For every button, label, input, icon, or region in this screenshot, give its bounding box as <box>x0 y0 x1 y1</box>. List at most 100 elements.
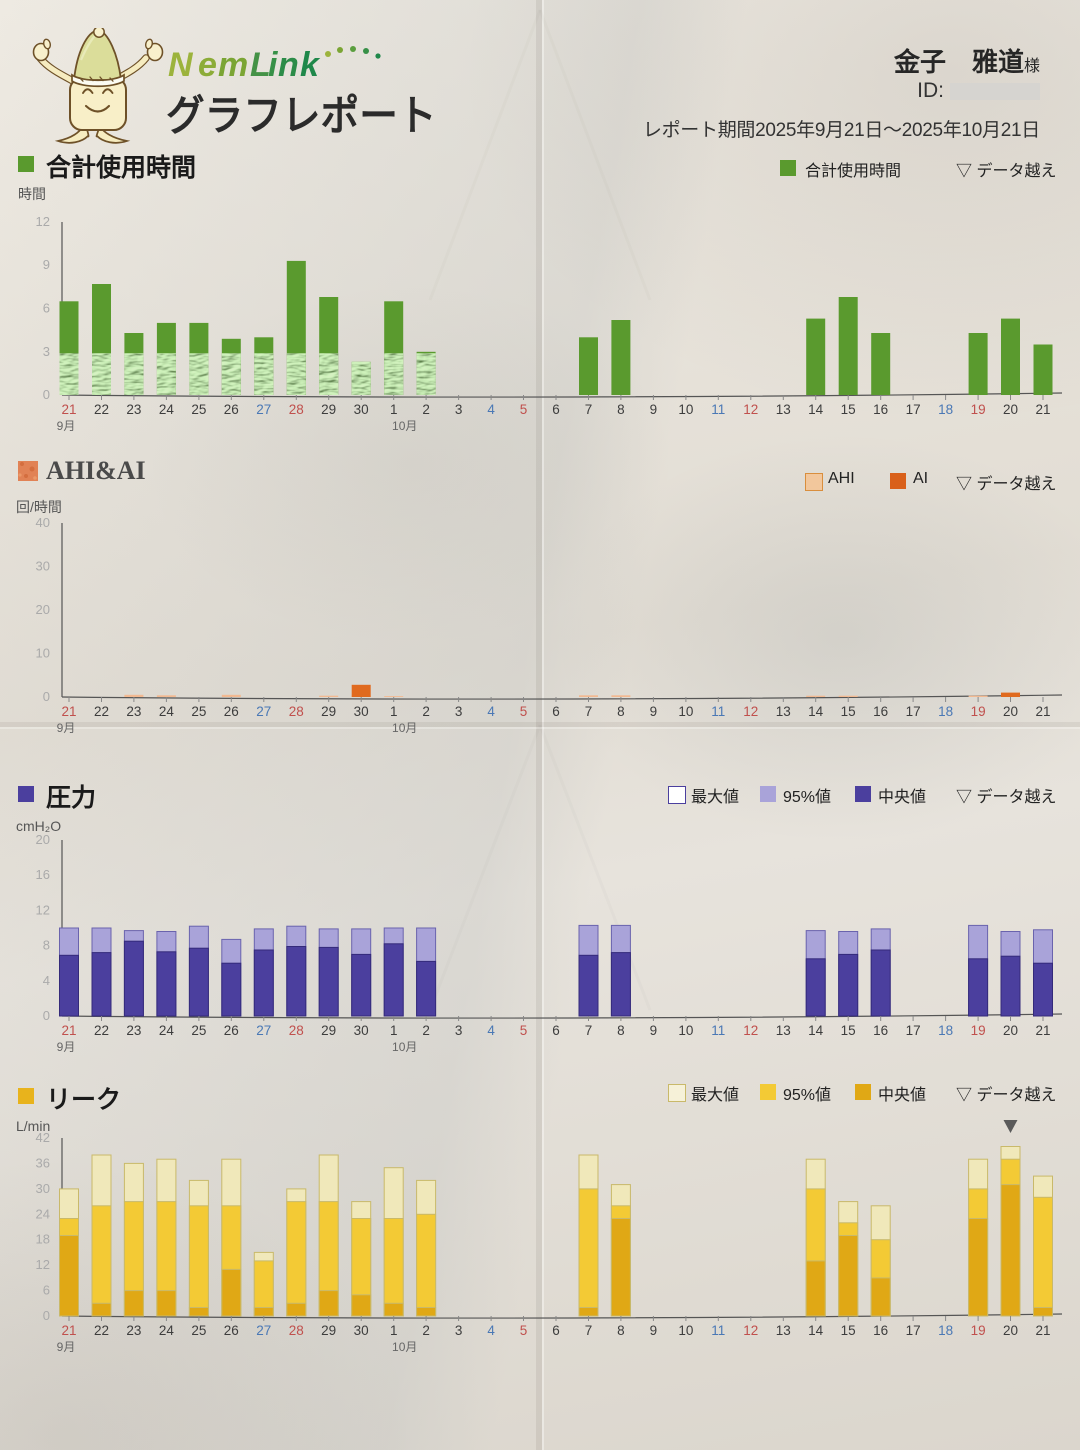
svg-text:30: 30 <box>354 1023 369 1038</box>
svg-text:16: 16 <box>873 1023 888 1038</box>
svg-text:17: 17 <box>906 704 921 719</box>
svg-text:22: 22 <box>94 402 109 417</box>
svg-text:29: 29 <box>321 704 336 719</box>
svg-text:24: 24 <box>159 1323 175 1338</box>
svg-text:11: 11 <box>711 1023 725 1038</box>
svg-text:8: 8 <box>617 1323 625 1338</box>
svg-text:14: 14 <box>808 402 824 417</box>
svg-text:20: 20 <box>1003 1323 1018 1338</box>
svg-text:15: 15 <box>841 1323 856 1338</box>
svg-text:19: 19 <box>971 402 986 417</box>
svg-text:26: 26 <box>224 1323 239 1338</box>
svg-text:10: 10 <box>678 704 693 719</box>
svg-text:1: 1 <box>390 704 398 719</box>
svg-text:9: 9 <box>650 1323 658 1338</box>
svg-text:21: 21 <box>1035 1023 1050 1038</box>
svg-text:1: 1 <box>390 1023 398 1038</box>
svg-text:22: 22 <box>94 704 109 719</box>
svg-text:13: 13 <box>776 704 791 719</box>
svg-text:12: 12 <box>743 704 758 719</box>
svg-text:7: 7 <box>585 1023 593 1038</box>
svg-text:4: 4 <box>487 704 495 719</box>
svg-text:15: 15 <box>841 704 856 719</box>
svg-text:22: 22 <box>94 1323 109 1338</box>
svg-text:27: 27 <box>256 402 271 417</box>
svg-text:19: 19 <box>971 704 986 719</box>
svg-text:12: 12 <box>743 402 758 417</box>
svg-text:3: 3 <box>455 1323 463 1338</box>
svg-text:6: 6 <box>552 1323 560 1338</box>
svg-text:10月: 10月 <box>392 419 417 433</box>
svg-text:28: 28 <box>289 402 304 417</box>
svg-text:23: 23 <box>126 402 141 417</box>
svg-text:5: 5 <box>520 1323 528 1338</box>
svg-text:18: 18 <box>36 1232 50 1247</box>
svg-text:10: 10 <box>678 1023 693 1038</box>
svg-text:19: 19 <box>971 1023 986 1038</box>
svg-text:27: 27 <box>256 704 271 719</box>
svg-text:21: 21 <box>1035 402 1050 417</box>
svg-text:9月: 9月 <box>57 1340 76 1354</box>
svg-text:9: 9 <box>650 402 658 417</box>
svg-text:12: 12 <box>36 1257 50 1272</box>
svg-text:30: 30 <box>36 1181 50 1196</box>
svg-text:n: n <box>278 46 299 84</box>
svg-text:9月: 9月 <box>57 419 76 433</box>
svg-text:23: 23 <box>126 1023 141 1038</box>
svg-text:3: 3 <box>43 344 50 359</box>
svg-text:6: 6 <box>552 1023 560 1038</box>
svg-text:14: 14 <box>808 704 824 719</box>
svg-text:3: 3 <box>455 1023 463 1038</box>
svg-text:11: 11 <box>711 704 725 719</box>
svg-text:10: 10 <box>678 1323 693 1338</box>
svg-text:13: 13 <box>776 1023 791 1038</box>
svg-text:16: 16 <box>36 867 50 882</box>
svg-text:29: 29 <box>321 402 336 417</box>
svg-text:24: 24 <box>159 1023 175 1038</box>
svg-text:26: 26 <box>224 1023 239 1038</box>
svg-text:17: 17 <box>906 402 921 417</box>
svg-text:13: 13 <box>776 402 791 417</box>
svg-text:6: 6 <box>43 1283 50 1298</box>
svg-text:24: 24 <box>159 402 175 417</box>
svg-text:7: 7 <box>585 704 593 719</box>
svg-text:18: 18 <box>938 402 953 417</box>
svg-text:8: 8 <box>617 704 625 719</box>
svg-text:26: 26 <box>224 704 239 719</box>
svg-text:29: 29 <box>321 1023 336 1038</box>
svg-text:25: 25 <box>191 402 206 417</box>
svg-text:4: 4 <box>487 1023 495 1038</box>
svg-text:30: 30 <box>36 559 50 574</box>
svg-text:27: 27 <box>256 1023 271 1038</box>
svg-text:9: 9 <box>650 704 658 719</box>
svg-text:e: e <box>198 46 217 84</box>
svg-text:5: 5 <box>520 402 528 417</box>
svg-text:30: 30 <box>354 402 369 417</box>
svg-text:2: 2 <box>422 1323 430 1338</box>
svg-text:21: 21 <box>61 704 76 719</box>
svg-text:15: 15 <box>841 1023 856 1038</box>
svg-text:23: 23 <box>126 1323 141 1338</box>
svg-text:10月: 10月 <box>392 721 417 735</box>
svg-text:23: 23 <box>126 704 141 719</box>
svg-text:k: k <box>300 46 321 84</box>
svg-text:5: 5 <box>520 704 528 719</box>
svg-text:21: 21 <box>61 1023 76 1038</box>
svg-text:7: 7 <box>585 402 593 417</box>
svg-text:25: 25 <box>191 1323 206 1338</box>
svg-text:26: 26 <box>224 402 239 417</box>
svg-text:12: 12 <box>36 214 50 229</box>
svg-text:4: 4 <box>43 973 50 988</box>
svg-text:30: 30 <box>354 1323 369 1338</box>
svg-text:36: 36 <box>36 1155 50 1170</box>
svg-text:18: 18 <box>938 1023 953 1038</box>
svg-text:16: 16 <box>873 402 888 417</box>
svg-text:6: 6 <box>43 301 50 316</box>
svg-text:3: 3 <box>455 704 463 719</box>
svg-text:1: 1 <box>390 1323 398 1338</box>
svg-text:9: 9 <box>43 257 50 272</box>
svg-text:22: 22 <box>94 1023 109 1038</box>
svg-text:40: 40 <box>36 515 50 530</box>
svg-text:16: 16 <box>873 1323 888 1338</box>
svg-text:12: 12 <box>743 1323 758 1338</box>
